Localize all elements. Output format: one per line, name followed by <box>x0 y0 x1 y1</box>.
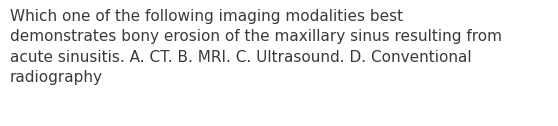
Text: Which one of the following imaging modalities best
demonstrates bony erosion of : Which one of the following imaging modal… <box>10 9 502 85</box>
